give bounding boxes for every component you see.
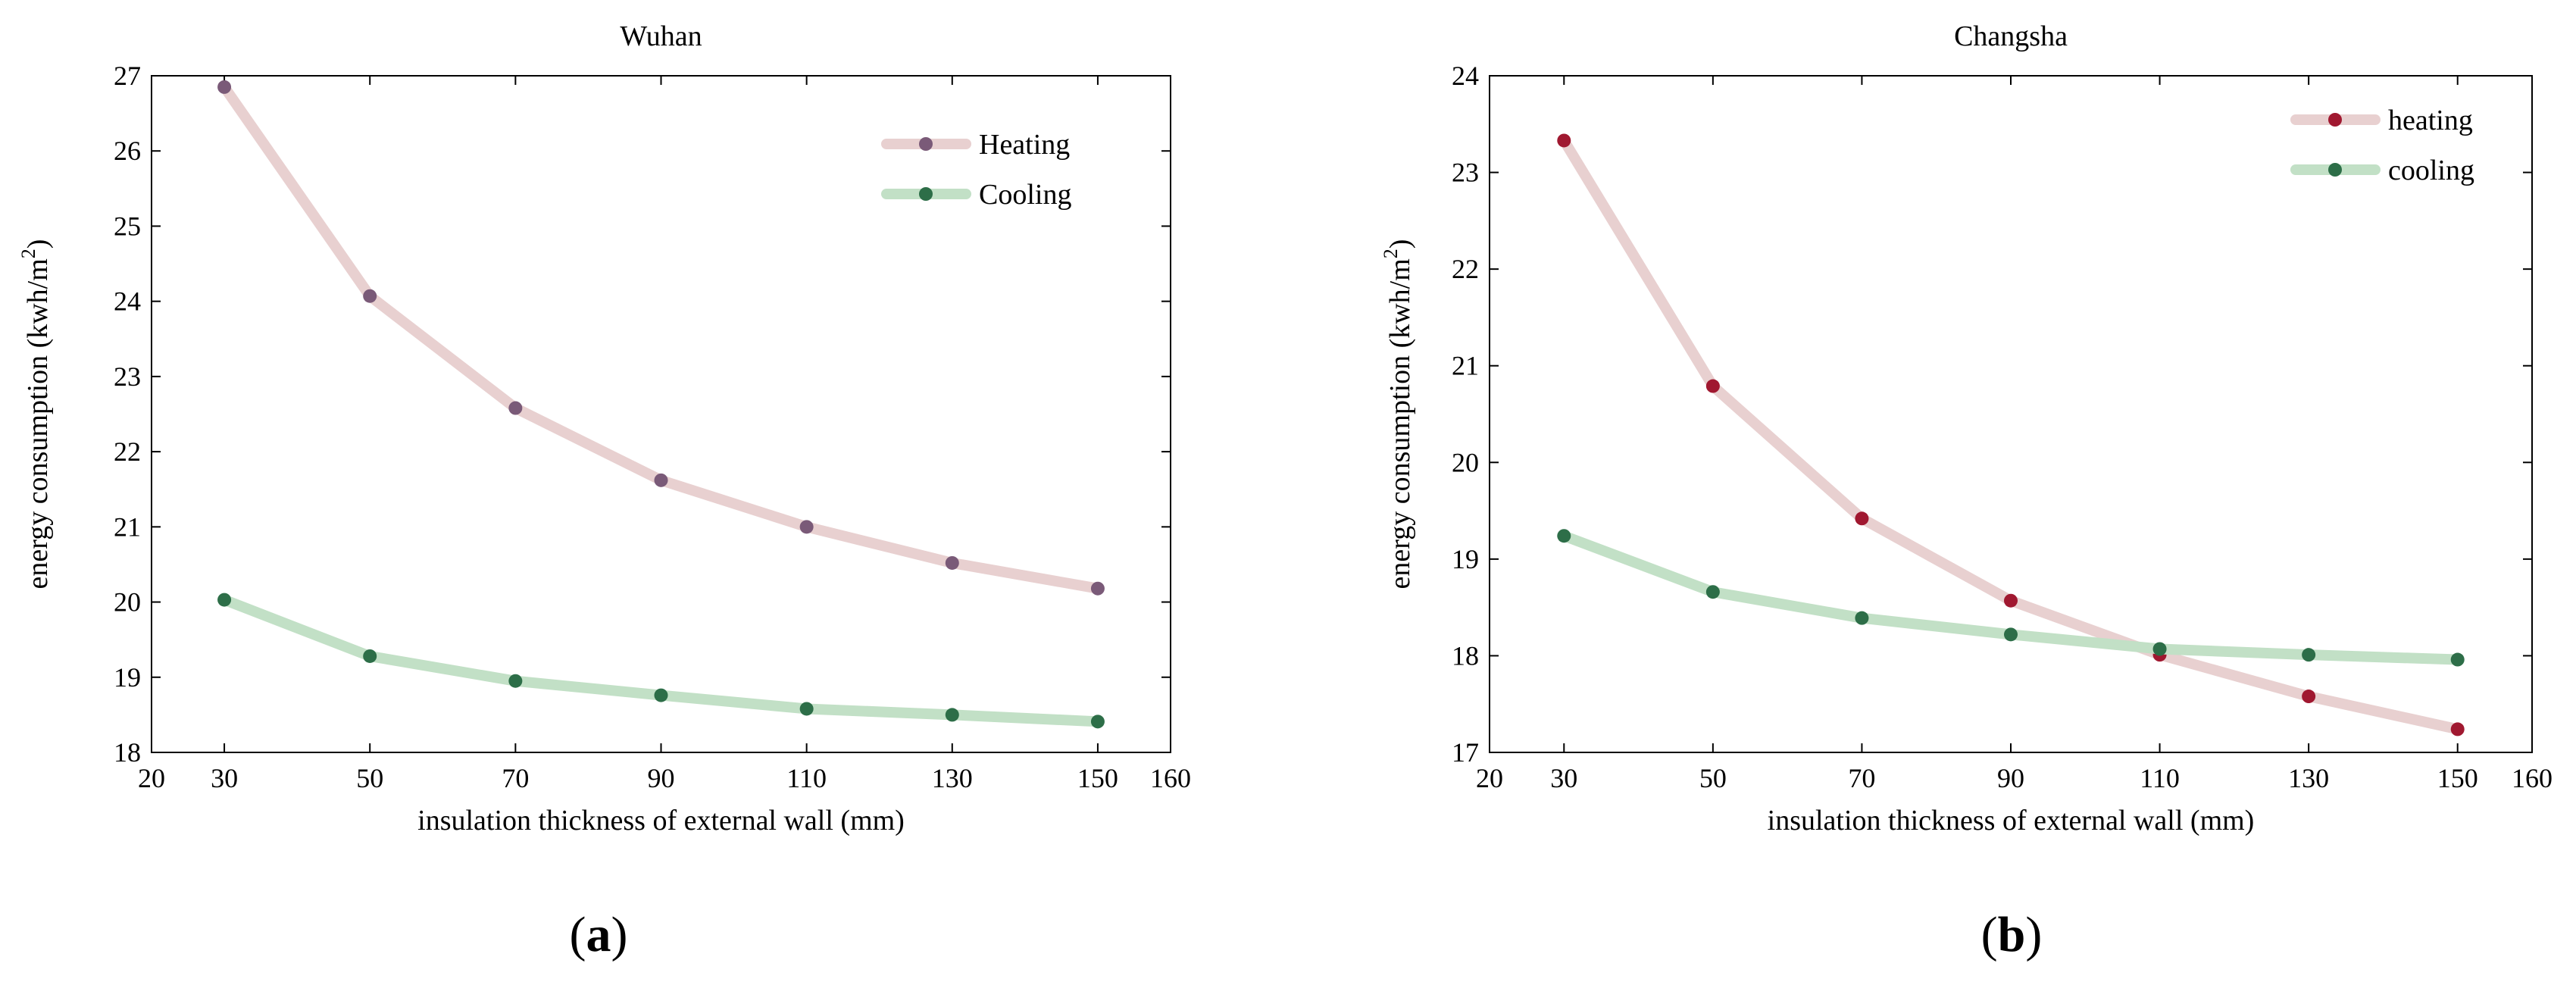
- x-tick-label: 160: [2512, 763, 2553, 793]
- legend-marker-heating: [2328, 113, 2342, 127]
- y-axis-label-superscript: 2: [1380, 249, 1402, 258]
- x-tick-label: 130: [932, 763, 973, 793]
- data-point-cooling: [1705, 585, 1720, 599]
- legend-label-heating: heating: [2388, 105, 2473, 136]
- x-axis-label: insulation thickness of external wall (m…: [417, 805, 905, 837]
- data-point-heating: [945, 555, 959, 570]
- data-point-cooling: [1090, 715, 1105, 729]
- chart-changsha: Changsha 20 30 50 70 90 110 130 150 160 17 18 19 20 21…: [1380, 20, 2553, 962]
- x-axis-label: insulation thickness of external wall (m…: [1768, 805, 2255, 837]
- data-point-cooling: [2450, 652, 2465, 667]
- data-point-cooling: [2152, 642, 2167, 656]
- x-tick-label: 30: [1550, 763, 1577, 793]
- x-tick-label: 50: [356, 763, 383, 793]
- y-tick-label: 25: [114, 211, 141, 241]
- data-point-heating: [1705, 379, 1720, 393]
- y-tick-label: 24: [114, 286, 141, 317]
- panel-caption-close: ): [2025, 907, 2042, 962]
- data-point-heating: [1855, 511, 1869, 526]
- y-tick-label: 21: [114, 511, 141, 542]
- legend-marker-cooling: [919, 187, 933, 201]
- data-point-cooling: [654, 688, 668, 702]
- x-tick-label: 70: [502, 763, 529, 793]
- series-line-heating: [219, 81, 1103, 594]
- y-axis-label-close: ): [22, 239, 54, 249]
- y-tick-label: 23: [1452, 158, 1479, 188]
- x-tick-label: 150: [2437, 763, 2478, 793]
- plot-frame: [151, 75, 1171, 753]
- y-axis-label-superscript: 2: [17, 249, 39, 258]
- panel-caption-close: ): [611, 907, 628, 962]
- x-tick-label: 90: [648, 763, 675, 793]
- data-point-cooling: [363, 649, 377, 663]
- chart-wuhan: Wuhan 20 30 50 70 90 110 130 150 160 18 19 20 21 22 23 2…: [17, 20, 1191, 962]
- data-point-cooling: [2004, 627, 2018, 642]
- y-tick-label: 27: [114, 61, 141, 91]
- x-tick-label: 20: [1476, 763, 1503, 793]
- y-axis-label: energy consumption (kwh/m2): [17, 239, 54, 590]
- data-point-cooling: [799, 702, 814, 716]
- x-tick-label: 30: [211, 763, 238, 793]
- legend-label-cooling: Cooling: [979, 179, 1071, 211]
- y-tick-label: 18: [114, 737, 141, 768]
- panel-caption-open: (: [1981, 907, 1998, 962]
- x-tick-label: 20: [138, 763, 165, 793]
- y-tick-label: 20: [1452, 447, 1479, 477]
- panel-caption: (a): [570, 907, 628, 962]
- y-axis-label-main: energy consumption (kwh/m: [22, 258, 54, 589]
- data-point-heating: [1090, 581, 1105, 596]
- panel-caption-letter: a: [586, 907, 611, 962]
- data-point-heating: [1557, 133, 1571, 148]
- legend-marker-heating: [919, 137, 933, 151]
- x-tick-label: 50: [1699, 763, 1727, 793]
- data-point-heating: [2450, 722, 2465, 736]
- y-tick-label: 21: [1452, 351, 1479, 381]
- y-tick-label: 19: [114, 662, 141, 693]
- legend-marker-cooling: [2328, 163, 2342, 177]
- panel-caption-letter: b: [1998, 907, 2026, 962]
- y-tick-label: 17: [1452, 737, 1479, 768]
- y-tick-label: 22: [114, 436, 141, 467]
- x-tick-label: 90: [1997, 763, 2024, 793]
- x-tick-label: 110: [2140, 763, 2180, 793]
- data-point-heating: [363, 289, 377, 303]
- x-tick-label: 70: [1848, 763, 1875, 793]
- y-tick-label: 22: [1452, 254, 1479, 284]
- y-axis-label-close: ): [1384, 239, 1416, 249]
- data-point-heating: [2004, 593, 2018, 608]
- data-point-cooling: [1557, 529, 1571, 543]
- y-tick-label: 26: [114, 136, 141, 166]
- y-tick-label: 19: [1452, 544, 1479, 574]
- y-axis-label: energy consumption (kwh/m2): [1380, 239, 1416, 590]
- data-point-cooling: [508, 674, 523, 688]
- chart-title: Changsha: [1954, 20, 2068, 52]
- data-point-heating: [2302, 690, 2316, 704]
- chart-title: Wuhan: [620, 20, 702, 52]
- x-tick-label: 160: [1150, 763, 1191, 793]
- data-point-cooling: [2302, 648, 2316, 662]
- x-tick-label: 130: [2288, 763, 2329, 793]
- data-point-cooling: [1855, 611, 1869, 625]
- panel-caption-open: (: [570, 907, 586, 962]
- panel-caption: (b): [1981, 907, 2043, 962]
- legend-label-cooling: cooling: [2388, 155, 2474, 186]
- y-tick-label: 20: [114, 587, 141, 618]
- y-axis-label-main: energy consumption (kwh/m: [1384, 258, 1416, 589]
- y-tick-label: 18: [1452, 640, 1479, 671]
- x-tick-label: 150: [1077, 763, 1118, 793]
- data-point-heating: [799, 520, 814, 534]
- data-point-heating: [217, 80, 232, 94]
- plot-frame: [1489, 75, 2533, 753]
- x-tick-label: 110: [786, 763, 827, 793]
- y-tick-label: 23: [114, 361, 141, 392]
- data-point-cooling: [945, 708, 959, 722]
- legend-label-heating: Heating: [979, 129, 1070, 161]
- data-point-heating: [654, 473, 668, 487]
- data-point-cooling: [217, 593, 232, 607]
- series-line-cooling: [219, 594, 1103, 727]
- y-tick-label: 24: [1452, 61, 1479, 91]
- data-point-heating: [508, 401, 523, 415]
